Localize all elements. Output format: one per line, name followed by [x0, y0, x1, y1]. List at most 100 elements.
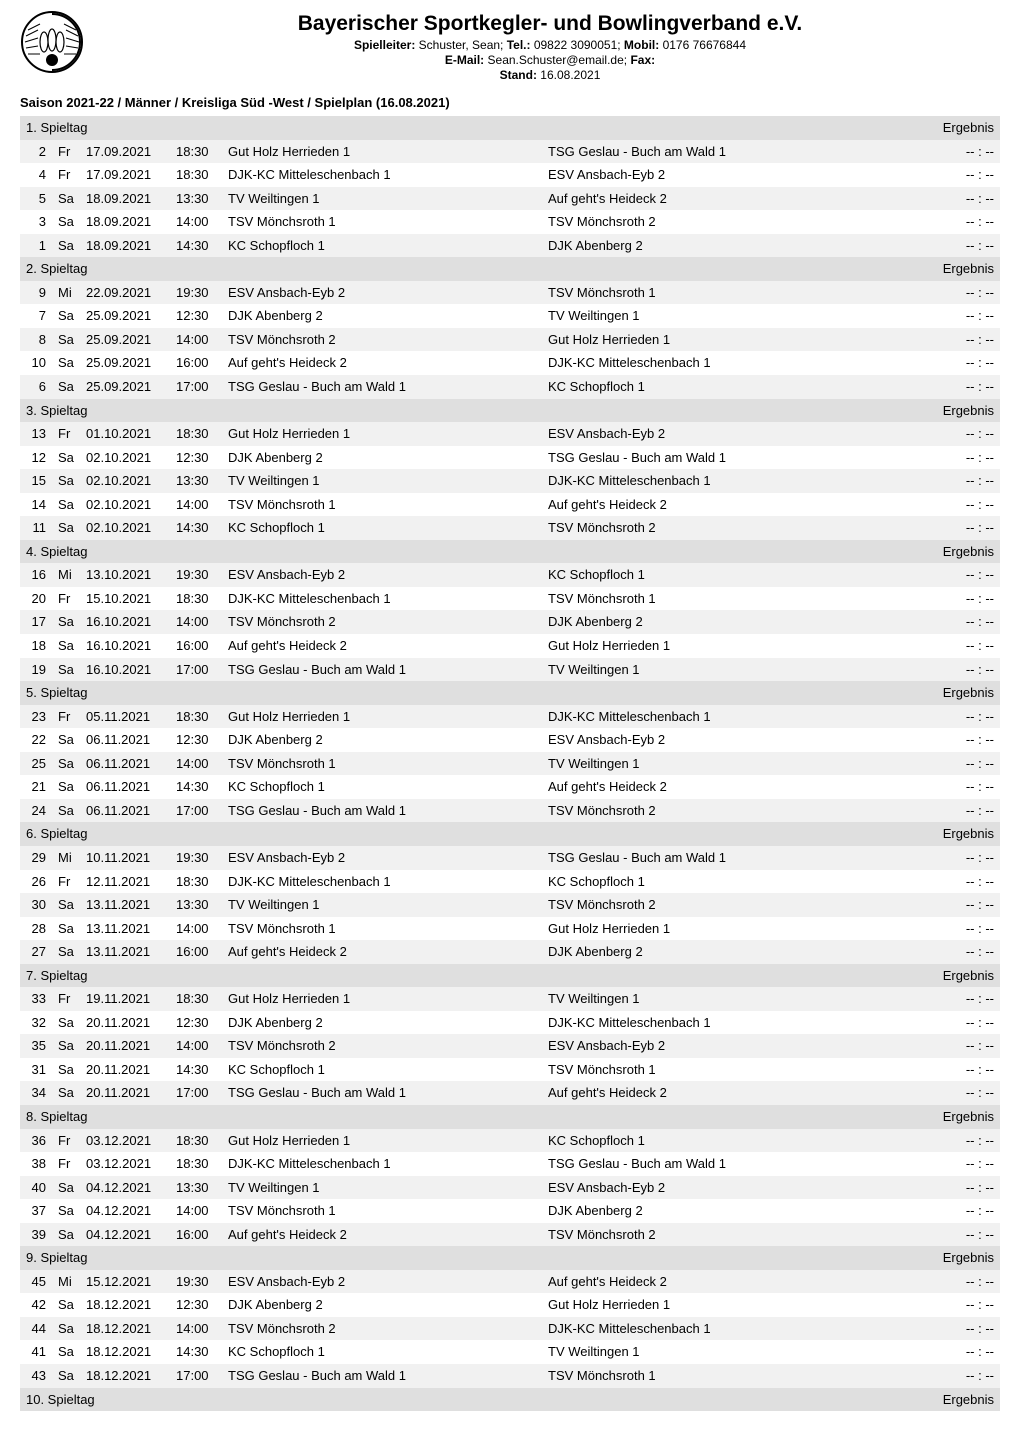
fixture-date: 02.10.2021: [80, 446, 170, 470]
fixture-result: -- : --: [862, 705, 1000, 729]
fixture-home: TSV Mönchsroth 2: [222, 1317, 542, 1341]
fixture-time: 18:30: [170, 987, 222, 1011]
fixture-result: -- : --: [862, 1129, 1000, 1153]
fixture-row: 35Sa20.11.202114:00TSV Mönchsroth 2ESV A…: [20, 1034, 1000, 1058]
fixture-away: ESV Ansbach-Eyb 2: [542, 1176, 862, 1200]
matchday-header: 9. SpieltagErgebnis: [20, 1246, 1000, 1270]
fixture-row: 2Fr17.09.202118:30Gut Holz Herrieden 1TS…: [20, 140, 1000, 164]
matchday-label: 2. Spieltag: [20, 257, 862, 281]
fixture-home: TSG Geslau - Buch am Wald 1: [222, 1364, 542, 1388]
fixture-home: TSV Mönchsroth 1: [222, 752, 542, 776]
fixture-time: 18:30: [170, 870, 222, 894]
fixture-result: -- : --: [862, 1011, 1000, 1035]
fixture-result: -- : --: [862, 870, 1000, 894]
fixture-date: 25.09.2021: [80, 351, 170, 375]
matchday-header: 3. SpieltagErgebnis: [20, 399, 1000, 423]
fixture-dow: Fr: [52, 870, 80, 894]
fixture-date: 01.10.2021: [80, 422, 170, 446]
fixture-row: 38Fr03.12.202118:30DJK-KC Mitteleschenba…: [20, 1152, 1000, 1176]
fixture-number: 10: [20, 351, 52, 375]
fixture-away: TV Weiltingen 1: [542, 987, 862, 1011]
fixture-date: 02.10.2021: [80, 493, 170, 517]
fixture-result: -- : --: [862, 163, 1000, 187]
fixture-date: 25.09.2021: [80, 375, 170, 399]
fixture-dow: Fr: [52, 1129, 80, 1153]
fixture-home: DJK-KC Mitteleschenbach 1: [222, 587, 542, 611]
fixture-away: TSG Geslau - Buch am Wald 1: [542, 446, 862, 470]
fixture-row: 5Sa18.09.202113:30TV Weiltingen 1Auf geh…: [20, 187, 1000, 211]
fixture-result: -- : --: [862, 658, 1000, 682]
fixture-time: 19:30: [170, 846, 222, 870]
fixture-dow: Sa: [52, 1223, 80, 1247]
fixture-row: 21Sa06.11.202114:30KC Schopfloch 1Auf ge…: [20, 775, 1000, 799]
result-header: Ergebnis: [862, 1105, 1000, 1129]
fixture-time: 16:00: [170, 1223, 222, 1247]
fixture-time: 14:00: [170, 1317, 222, 1341]
fixture-time: 14:30: [170, 234, 222, 258]
fixture-result: -- : --: [862, 563, 1000, 587]
fixture-home: ESV Ansbach-Eyb 2: [222, 846, 542, 870]
fixture-result: -- : --: [862, 446, 1000, 470]
matchday-header: 4. SpieltagErgebnis: [20, 540, 1000, 564]
fixture-row: 18Sa16.10.202116:00Auf geht's Heideck 2G…: [20, 634, 1000, 658]
fixture-result: -- : --: [862, 210, 1000, 234]
fixture-dow: Sa: [52, 1340, 80, 1364]
fixture-result: -- : --: [862, 728, 1000, 752]
fixture-row: 34Sa20.11.202117:00TSG Geslau - Buch am …: [20, 1081, 1000, 1105]
fixture-row: 26Fr12.11.202118:30DJK-KC Mitteleschenba…: [20, 870, 1000, 894]
fixture-away: DJK-KC Mitteleschenbach 1: [542, 469, 862, 493]
fixture-dow: Sa: [52, 940, 80, 964]
fixture-away: TV Weiltingen 1: [542, 1340, 862, 1364]
fixture-time: 13:30: [170, 469, 222, 493]
fixture-row: 6Sa25.09.202117:00TSG Geslau - Buch am W…: [20, 375, 1000, 399]
fixture-away: DJK Abenberg 2: [542, 610, 862, 634]
fixture-row: 29Mi10.11.202119:30ESV Ansbach-Eyb 2TSG …: [20, 846, 1000, 870]
fixture-date: 18.12.2021: [80, 1340, 170, 1364]
fixture-date: 20.11.2021: [80, 1011, 170, 1035]
contact-line-2: E-Mail: Sean.Schuster@email.de; Fax:: [100, 53, 1000, 67]
fixture-row: 36Fr03.12.202118:30Gut Holz Herrieden 1K…: [20, 1129, 1000, 1153]
fixture-home: Gut Holz Herrieden 1: [222, 705, 542, 729]
fixture-dow: Sa: [52, 728, 80, 752]
result-header: Ergebnis: [862, 116, 1000, 140]
result-header: Ergebnis: [862, 257, 1000, 281]
fixture-dow: Sa: [52, 469, 80, 493]
fixture-number: 1: [20, 234, 52, 258]
fixture-row: 44Sa18.12.202114:00TSV Mönchsroth 2DJK-K…: [20, 1317, 1000, 1341]
fixture-time: 14:30: [170, 516, 222, 540]
fixture-away: TSG Geslau - Buch am Wald 1: [542, 140, 862, 164]
fixture-home: TSV Mönchsroth 1: [222, 1199, 542, 1223]
fixture-date: 05.11.2021: [80, 705, 170, 729]
fixture-away: ESV Ansbach-Eyb 2: [542, 1034, 862, 1058]
fixture-result: -- : --: [862, 634, 1000, 658]
fixture-away: Gut Holz Herrieden 1: [542, 634, 862, 658]
fixture-number: 21: [20, 775, 52, 799]
fixture-date: 17.09.2021: [80, 163, 170, 187]
matchday-label: 9. Spieltag: [20, 1246, 862, 1270]
fixture-number: 14: [20, 493, 52, 517]
fixture-time: 16:00: [170, 940, 222, 964]
fixture-number: 26: [20, 870, 52, 894]
fixture-row: 11Sa02.10.202114:30KC Schopfloch 1TSV Mö…: [20, 516, 1000, 540]
fixture-number: 35: [20, 1034, 52, 1058]
fixture-dow: Sa: [52, 187, 80, 211]
fixture-home: TV Weiltingen 1: [222, 893, 542, 917]
matchday-header: 8. SpieltagErgebnis: [20, 1105, 1000, 1129]
fixture-date: 06.11.2021: [80, 752, 170, 776]
fixture-number: 37: [20, 1199, 52, 1223]
fixture-number: 29: [20, 846, 52, 870]
fixture-result: -- : --: [862, 140, 1000, 164]
fixture-home: Gut Holz Herrieden 1: [222, 140, 542, 164]
fixture-number: 34: [20, 1081, 52, 1105]
fixture-home: DJK Abenberg 2: [222, 446, 542, 470]
fixture-row: 15Sa02.10.202113:30TV Weiltingen 1DJK-KC…: [20, 469, 1000, 493]
fixture-away: TV Weiltingen 1: [542, 752, 862, 776]
fixture-dow: Sa: [52, 210, 80, 234]
matchday-label: 8. Spieltag: [20, 1105, 862, 1129]
fixture-away: ESV Ansbach-Eyb 2: [542, 728, 862, 752]
fixture-result: -- : --: [862, 1317, 1000, 1341]
fixture-home: Auf geht's Heideck 2: [222, 940, 542, 964]
fixture-dow: Fr: [52, 705, 80, 729]
fixture-away: TSV Mönchsroth 2: [542, 799, 862, 823]
fixture-result: -- : --: [862, 1364, 1000, 1388]
